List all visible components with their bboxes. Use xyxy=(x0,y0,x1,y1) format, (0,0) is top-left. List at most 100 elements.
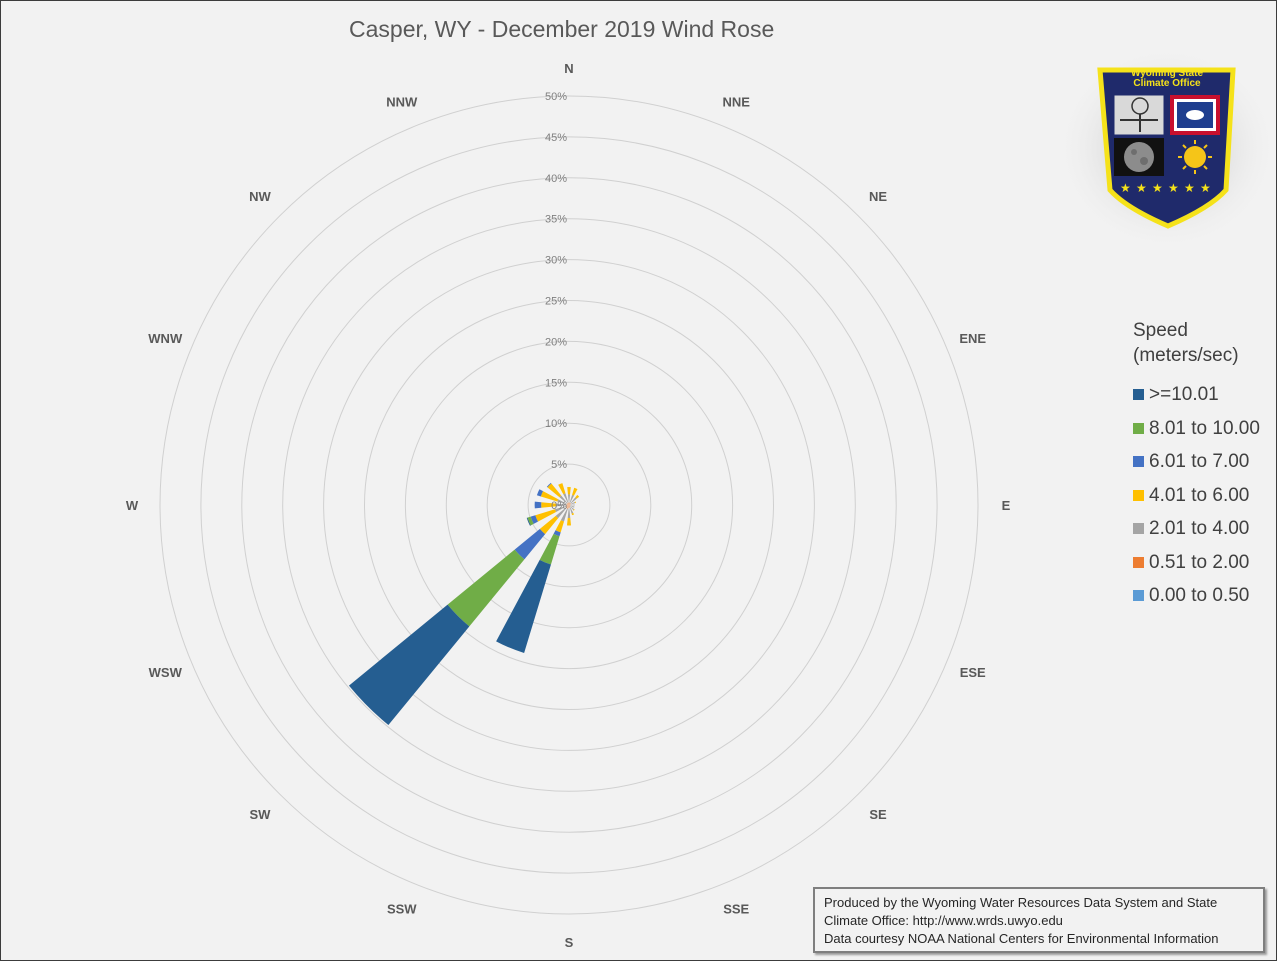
direction-label: N xyxy=(564,61,573,76)
legend-title: Speed (meters/sec) xyxy=(1133,318,1273,368)
radial-tick-label: 50% xyxy=(545,91,567,103)
legend-swatch xyxy=(1133,590,1144,601)
wind-wedge-ene xyxy=(570,501,576,505)
radial-tick-label: 30% xyxy=(545,255,567,267)
chart-title: Casper, WY - December 2019 Wind Rose xyxy=(349,16,775,42)
chart-legend: Speed (meters/sec) >=10.01 8.01 to 10.00 6… xyxy=(1133,318,1273,617)
grid-ring xyxy=(445,381,693,629)
direction-label: S xyxy=(565,935,574,950)
bison-icon xyxy=(1186,110,1204,120)
legend-title-line1: Speed xyxy=(1133,320,1188,341)
wind-wedge-ssw xyxy=(496,559,551,653)
wind-wedge-wnw xyxy=(540,491,559,502)
wind-wedge-nw xyxy=(559,495,568,504)
wind-wedge-e xyxy=(570,504,575,506)
wind-wedge-se xyxy=(569,505,571,507)
legend-item: 0.51 to 2.00 xyxy=(1133,550,1273,584)
shield-icon: Wyoming State Climate Office ★ ★ ★ ★ ★ ★ xyxy=(1055,44,1277,252)
direction-labels: N NNE NE ENE E ESE SE SSE S SSW SW WSW W WNW NW NNW xyxy=(126,61,1011,950)
svg-text:★: ★ xyxy=(1136,181,1147,195)
wind-wedge-se xyxy=(573,509,575,511)
radial-tick-label: 45% xyxy=(545,132,567,144)
wind-wedge-ese xyxy=(569,505,571,506)
wind-wedge-se xyxy=(570,506,575,511)
grid-ring xyxy=(282,218,856,792)
wind-wedge-wsw xyxy=(554,505,567,512)
legend-item: 4.01 to 6.00 xyxy=(1133,483,1273,517)
legend-swatch xyxy=(1133,489,1144,501)
svg-text:★: ★ xyxy=(1184,181,1195,195)
wind-wedge-sse xyxy=(569,507,574,514)
direction-label: SSE xyxy=(723,902,749,917)
legend-item: 2.01 to 4.00 xyxy=(1133,516,1273,550)
legend-items: >=10.01 8.01 to 10.00 6.01 to 7.00 4.01 to … xyxy=(1133,382,1273,617)
wind-wedge-ene xyxy=(569,504,571,505)
direction-label: SW xyxy=(250,807,272,822)
wind-wedge-wsw xyxy=(530,515,538,524)
wind-wedge-wnw xyxy=(557,499,567,505)
wind-wedges xyxy=(348,482,580,726)
direction-label: NNE xyxy=(723,94,751,109)
logo-text-line1: Wyoming State xyxy=(1131,68,1203,79)
direction-label: NW xyxy=(249,189,271,204)
wind-wedge-wsw xyxy=(526,517,531,526)
wind-wedge-s xyxy=(566,518,572,526)
wind-wedge-ssw xyxy=(567,505,569,509)
radial-grid xyxy=(159,95,979,915)
wind-wedge-w xyxy=(534,501,542,509)
wind-wedge-nne xyxy=(569,502,571,505)
legend-item: >=10.01 xyxy=(1133,382,1273,416)
wind-wedge-w xyxy=(541,502,557,508)
legend-swatch xyxy=(1133,456,1144,467)
direction-label: WNW xyxy=(148,331,183,346)
wind-wedge-wnw xyxy=(566,503,569,505)
wind-wedge-sse xyxy=(571,512,575,516)
credits-line-2: Climate Office: http://www.wrds.uwyo.edu xyxy=(824,913,1063,928)
legend-title-line2: (meters/sec) xyxy=(1133,345,1239,366)
stars-icon: ★ ★ ★ ★ ★ ★ xyxy=(1120,181,1211,195)
direction-label: ESE xyxy=(960,665,986,680)
wind-wedge-ssw xyxy=(539,533,560,565)
legend-item: 0.00 to 0.50 xyxy=(1133,583,1273,617)
direction-label: SSW xyxy=(387,902,417,917)
wind-wedge-nw xyxy=(546,482,552,488)
legend-item: 8.01 to 10.00 xyxy=(1133,416,1273,450)
wind-wedge-nne xyxy=(569,494,575,503)
legend-label: 4.01 to 6.00 xyxy=(1149,484,1250,506)
wind-wedge-sw xyxy=(348,604,470,726)
legend-label: 0.00 to 0.50 xyxy=(1149,585,1250,606)
radial-tick-label: 0% xyxy=(551,500,567,512)
wind-wedge-w xyxy=(556,503,567,507)
wind-wedge-nnw xyxy=(558,483,566,495)
wind-wedge-ne xyxy=(570,497,577,504)
grid-ring xyxy=(241,177,897,833)
wind-wedge-nw xyxy=(567,503,569,505)
wind-wedge-ne xyxy=(575,494,580,499)
logo-text-line2: Climate Office xyxy=(1133,78,1201,89)
wind-wedge-n xyxy=(567,487,571,495)
wind-wedge-ne xyxy=(569,503,571,505)
wind-wedge-ssw xyxy=(555,520,565,533)
moon-icon xyxy=(1124,142,1154,172)
radial-tick-labels: 0% 5% 10% 15% 20% 25% 30% 35% 40% 45% 50% xyxy=(545,91,567,512)
svg-text:★: ★ xyxy=(1200,181,1211,195)
radial-tick-label: 15% xyxy=(545,377,567,389)
climate-office-logo: Wyoming State Climate Office ★ ★ ★ ★ ★ ★ xyxy=(1040,40,1277,260)
legend-label: 8.01 to 10.00 xyxy=(1149,417,1260,439)
legend-label: >=10.01 xyxy=(1149,384,1219,405)
credits-line-3: Data courtesy NOAA National Centers for … xyxy=(824,931,1219,946)
radial-tick-label: 35% xyxy=(545,214,567,226)
wind-wedge-sw xyxy=(565,505,569,509)
legend-label: 2.01 to 4.00 xyxy=(1149,518,1250,539)
radial-tick-label: 25% xyxy=(545,296,567,308)
wind-wedge-sw xyxy=(514,528,546,560)
grid-ring xyxy=(200,136,938,874)
wind-wedge-sse xyxy=(569,505,571,508)
radial-tick-label: 5% xyxy=(551,459,567,471)
wind-wedge-s xyxy=(568,505,570,509)
svg-text:★: ★ xyxy=(1168,181,1179,195)
wind-wedge-nne xyxy=(572,487,578,496)
wind-wedge-ene xyxy=(574,501,577,504)
wind-wedge-wnw xyxy=(536,489,544,497)
credits-line-1: Produced by the Wyoming Water Resources … xyxy=(824,895,1218,910)
